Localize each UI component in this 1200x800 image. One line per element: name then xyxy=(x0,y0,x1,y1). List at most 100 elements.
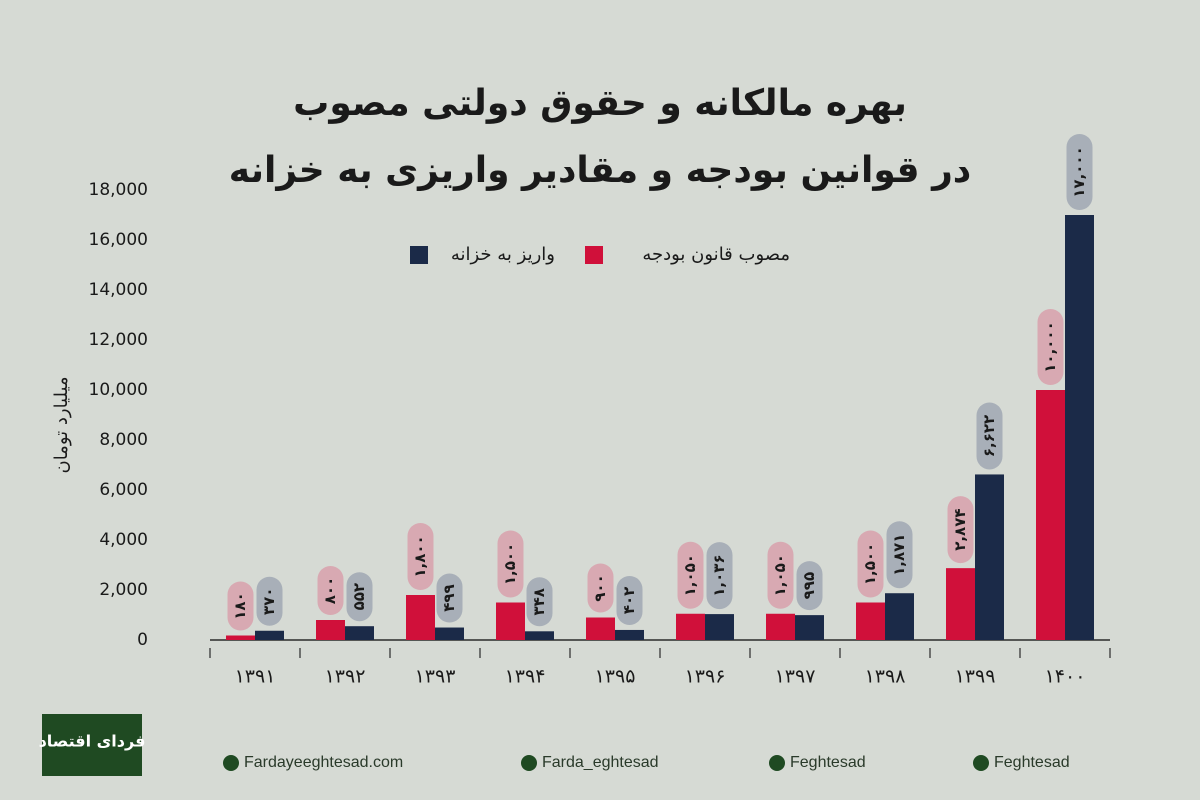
logo-box xyxy=(42,714,142,776)
bar xyxy=(586,617,615,640)
value-label-pill xyxy=(256,576,283,626)
value-label-pill xyxy=(407,523,434,590)
value-label: ۹۰۰ xyxy=(591,574,609,601)
value-label-pill xyxy=(526,577,553,627)
value-label-pill xyxy=(706,542,733,610)
value-label-pill xyxy=(346,572,373,622)
bar xyxy=(406,595,435,640)
value-label: ۱,۰۳۶ xyxy=(710,554,728,596)
bar xyxy=(226,635,255,640)
footer-link: Fardayeeghtesad.com xyxy=(244,754,403,771)
value-label-pill xyxy=(497,530,524,598)
value-label-pill xyxy=(947,496,974,564)
legend-label: واریز به خزانه xyxy=(451,244,555,265)
bar xyxy=(676,613,705,640)
x-tick-label: ۱۴۰۰ xyxy=(1045,666,1086,688)
y-tick-label: 14,000 xyxy=(89,280,148,300)
value-label-pill xyxy=(767,541,794,609)
x-tick-label: ۱۳۹۷ xyxy=(775,666,816,688)
bar xyxy=(885,593,914,640)
bar xyxy=(705,614,734,640)
logo-text: فردای اقتصاد xyxy=(39,732,146,751)
bar xyxy=(1065,215,1094,640)
y-tick-label: 12,000 xyxy=(89,330,148,350)
value-label: ۱۷,۰۰۰ xyxy=(1070,146,1088,197)
bar xyxy=(255,630,284,640)
value-label: ۴۰۲ xyxy=(620,587,638,614)
legend-swatch xyxy=(410,246,428,264)
value-label: ۳۴۸ xyxy=(530,588,548,615)
value-label-pill xyxy=(976,402,1003,470)
value-label-pill xyxy=(1037,309,1064,385)
value-label-pill xyxy=(227,581,254,631)
bar xyxy=(1036,390,1065,640)
value-label: ۵۵۲ xyxy=(350,583,368,610)
link-icon xyxy=(769,755,785,771)
value-label-pill xyxy=(677,541,704,609)
value-label: ۱,۰۵۰ xyxy=(771,554,789,596)
footer-link: Feghtesad xyxy=(790,754,866,771)
value-label: ۱,۸۷۱ xyxy=(890,534,908,576)
bar xyxy=(975,474,1004,640)
value-label: ۹۹۵ xyxy=(800,572,818,599)
y-tick-label: 18,000 xyxy=(89,180,148,200)
y-tick-label: 16,000 xyxy=(89,230,148,250)
x-tick-label: ۱۳۹۹ xyxy=(955,666,996,688)
value-label: ۱,۵۰۰ xyxy=(861,543,879,585)
bar xyxy=(525,631,554,640)
link-icon xyxy=(521,755,537,771)
bar xyxy=(496,602,525,640)
value-label: ۱۰,۰۰۰ xyxy=(1041,321,1059,372)
value-label-pill xyxy=(616,575,643,625)
chart-title: بهره مالکانه و حقوق دولتی مصوب xyxy=(293,83,907,124)
value-label: ۸۰۰ xyxy=(321,577,339,604)
bar xyxy=(795,615,824,640)
value-label: ۴۹۹ xyxy=(440,584,458,611)
value-label: ۱,۸۰۰ xyxy=(411,535,429,577)
link-icon xyxy=(973,755,989,771)
link-icon xyxy=(223,755,239,771)
value-label-pill xyxy=(587,563,614,613)
y-tick-label: 4,000 xyxy=(99,530,148,550)
y-tick-label: 8,000 xyxy=(99,430,148,450)
x-tick-label: ۱۳۹۶ xyxy=(685,666,726,688)
x-tick-label: ۱۳۹۵ xyxy=(595,666,636,688)
x-tick-label: ۱۳۹۱ xyxy=(235,666,276,688)
y-tick-label: 10,000 xyxy=(89,380,148,400)
x-tick-label: ۱۳۹۲ xyxy=(325,666,366,688)
value-label: ۳۷۰ xyxy=(260,588,278,615)
bar xyxy=(766,613,795,640)
value-label-pill xyxy=(317,566,344,615)
value-label: ۱۸۰ xyxy=(231,592,249,619)
bar xyxy=(435,627,464,640)
x-tick-label: ۱۳۹۴ xyxy=(505,666,546,688)
bar xyxy=(345,626,374,640)
y-tick-label: 6,000 xyxy=(99,480,148,500)
value-label: ۶,۶۲۲ xyxy=(980,415,998,457)
value-label-pill xyxy=(857,530,884,598)
y-tick-label: 0 xyxy=(137,630,148,650)
value-label: ۲,۸۷۴ xyxy=(951,508,969,550)
bar xyxy=(615,629,644,640)
footer-link: Feghtesad xyxy=(994,754,1070,771)
x-tick-label: ۱۳۹۸ xyxy=(865,666,906,688)
bar xyxy=(946,568,975,640)
y-tick-label: 2,000 xyxy=(99,580,148,600)
value-label-pill xyxy=(886,521,913,589)
value-label-pill xyxy=(1066,134,1093,210)
footer-link: Farda_eghtesad xyxy=(542,754,659,771)
x-tick-label: ۱۳۹۳ xyxy=(415,666,456,688)
legend-swatch xyxy=(585,246,603,264)
value-label-pill xyxy=(436,573,463,623)
value-label: ۱,۵۰۰ xyxy=(501,543,519,585)
value-label: ۱,۰۵۰ xyxy=(681,554,699,596)
value-label-pill xyxy=(796,561,823,611)
bar xyxy=(316,620,345,640)
chart-title: در قوانین بودجه و مقادیر واریزی به خزانه xyxy=(229,150,972,191)
y-axis-label: میلیارد تومان xyxy=(51,376,72,473)
legend-label: مصوب قانون بودجه xyxy=(642,244,790,265)
bar xyxy=(856,602,885,640)
